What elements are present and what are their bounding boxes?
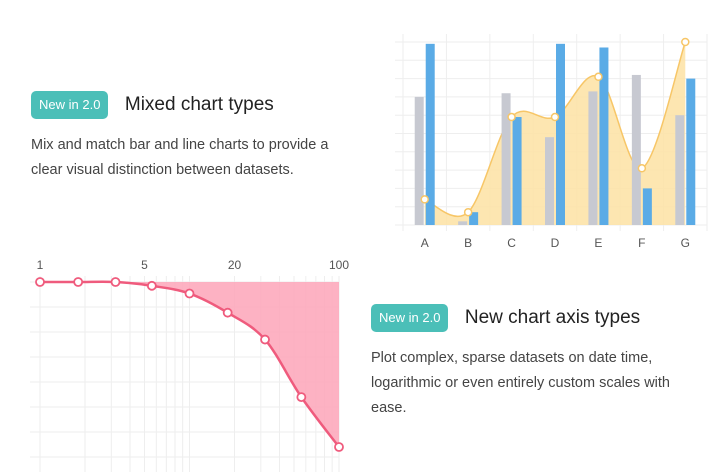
x-tick-label: F xyxy=(638,236,645,250)
mixed-chart: A B C D E F G xyxy=(395,34,708,250)
x-tick-label: D xyxy=(551,236,560,250)
log-axis-chart: 1 5 20 100 xyxy=(30,258,349,472)
area-fill xyxy=(424,42,686,225)
x-tick-label: E xyxy=(594,236,602,250)
data-point xyxy=(637,164,647,173)
data-point xyxy=(73,277,84,287)
bar xyxy=(501,93,511,225)
bar xyxy=(458,221,468,225)
bar xyxy=(556,43,565,225)
data-point xyxy=(550,112,560,122)
data-point xyxy=(35,277,45,287)
data-point xyxy=(420,195,429,204)
feature-description: Plot complex, sparse datasets on date ti… xyxy=(371,350,670,416)
feature-title: Mixed chart types xyxy=(124,94,274,115)
new-badge: New in 2.0 xyxy=(371,304,449,332)
new-badge: New in 2.0 xyxy=(31,91,109,119)
data-point xyxy=(507,112,516,122)
x-tick-label: 20 xyxy=(228,258,242,272)
bar xyxy=(545,137,554,225)
bar xyxy=(642,188,652,225)
bar xyxy=(588,91,598,225)
x-tick-label: A xyxy=(421,236,429,250)
bar xyxy=(414,96,424,226)
bar xyxy=(469,212,479,225)
data-point xyxy=(110,277,121,287)
data-point xyxy=(334,442,344,452)
bar xyxy=(686,78,696,225)
data-point xyxy=(222,307,233,318)
data-point xyxy=(184,288,195,299)
bar xyxy=(675,115,685,225)
feature-mixed-chart: New in 2.0 Mixed chart types Mix and mat… xyxy=(31,91,371,183)
feature-description: Mix and match bar and line charts to pro… xyxy=(31,137,329,178)
bar xyxy=(425,43,435,225)
x-tick-label: B xyxy=(464,236,472,250)
data-point xyxy=(260,334,270,345)
bar xyxy=(599,47,609,226)
feature-axis-types: New in 2.0 New chart axis types Plot com… xyxy=(371,304,711,421)
x-tick-label: 1 xyxy=(37,258,44,272)
x-tick-label: 100 xyxy=(329,258,349,272)
bar xyxy=(631,74,641,225)
x-tick-label: G xyxy=(681,236,690,250)
data-point xyxy=(681,37,690,47)
bar xyxy=(512,117,522,225)
area-fill xyxy=(40,281,339,447)
data-point xyxy=(146,280,157,291)
x-tick-label: C xyxy=(507,236,516,250)
feature-title: New chart axis types xyxy=(464,307,641,328)
data-point xyxy=(296,392,307,403)
data-point xyxy=(463,207,473,217)
data-point xyxy=(594,72,603,82)
x-tick-label: 5 xyxy=(141,258,148,272)
